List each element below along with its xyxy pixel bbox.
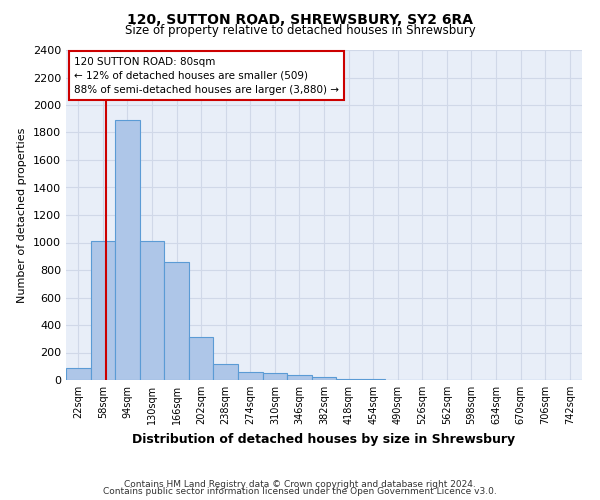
Bar: [66, 368, 91, 380]
Text: 120, SUTTON ROAD, SHREWSBURY, SY2 6RA: 120, SUTTON ROAD, SHREWSBURY, SY2 6RA: [127, 12, 473, 26]
Bar: [214, 364, 238, 380]
Bar: [91, 241, 115, 380]
X-axis label: Distribution of detached houses by size in Shrewsbury: Distribution of detached houses by size …: [133, 432, 515, 446]
Bar: [312, 377, 336, 380]
Text: 120 SUTTON ROAD: 80sqm
← 12% of detached houses are smaller (509)
88% of semi-de: 120 SUTTON ROAD: 80sqm ← 12% of detached…: [74, 56, 339, 94]
Bar: [164, 262, 189, 380]
Bar: [115, 120, 140, 380]
Bar: [336, 378, 361, 380]
Text: Size of property relative to detached houses in Shrewsbury: Size of property relative to detached ho…: [125, 24, 475, 37]
Bar: [140, 241, 164, 380]
Bar: [263, 373, 287, 380]
Bar: [189, 338, 214, 380]
Text: Contains HM Land Registry data © Crown copyright and database right 2024.: Contains HM Land Registry data © Crown c…: [124, 480, 476, 489]
Bar: [238, 372, 263, 380]
Text: Contains public sector information licensed under the Open Government Licence v3: Contains public sector information licen…: [103, 488, 497, 496]
Bar: [287, 374, 312, 380]
Y-axis label: Number of detached properties: Number of detached properties: [17, 128, 28, 302]
